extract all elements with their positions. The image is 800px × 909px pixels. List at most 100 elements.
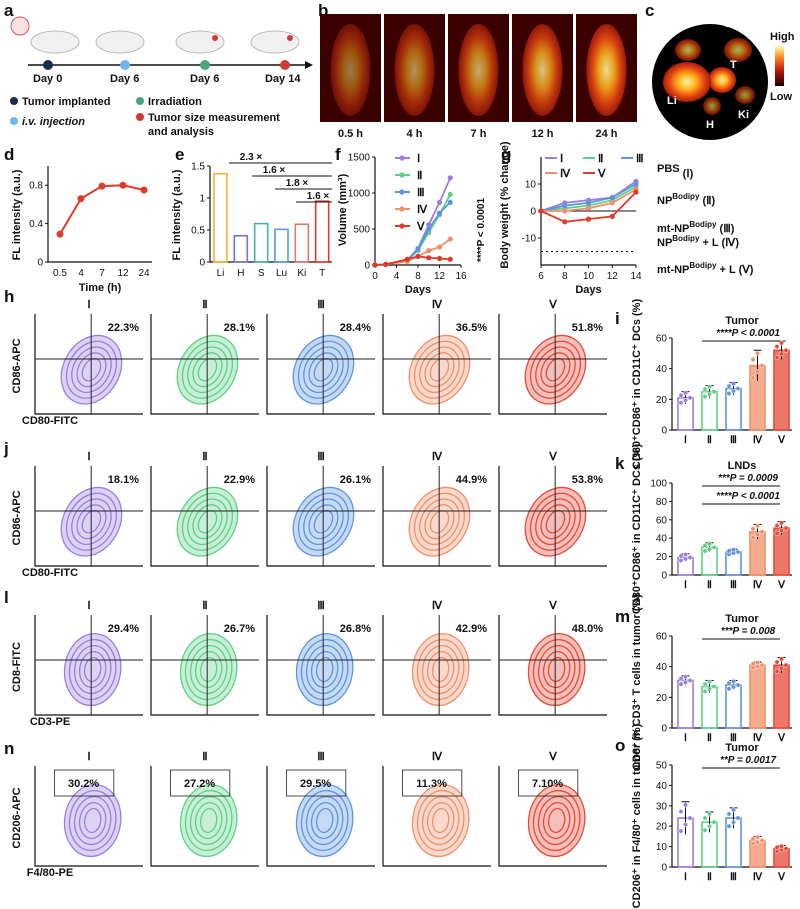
replicate-point	[735, 549, 741, 555]
density-contour	[424, 504, 455, 540]
chart-title: Tumor	[725, 315, 759, 327]
x-tick-label: 24	[138, 268, 150, 279]
density-contour	[71, 346, 112, 394]
density-contour	[542, 650, 571, 689]
replicate-point	[783, 662, 789, 668]
organ-label: Lu	[725, 18, 738, 30]
mouse-signal	[394, 24, 435, 116]
legend-label: Ⅳ	[417, 204, 428, 216]
data-point	[447, 175, 453, 181]
panel-letter: g	[501, 145, 511, 164]
data-point	[140, 186, 148, 194]
replicate-point	[683, 822, 688, 828]
legend-tumor-implanted: Tumor implanted	[22, 96, 110, 108]
p-value: ****P < 0.0001	[476, 198, 487, 262]
panel-letter: j	[3, 439, 9, 458]
panel-letter: i	[615, 309, 620, 328]
replicate-point	[678, 392, 684, 398]
bar	[677, 679, 694, 729]
plot-axes	[266, 766, 375, 867]
density-contour	[540, 504, 571, 540]
replicate-point	[783, 846, 789, 852]
replicate-point	[702, 386, 708, 392]
replicate-point	[755, 660, 760, 666]
density-contour	[192, 504, 223, 540]
chart-title: Tumor	[725, 742, 759, 754]
data-point	[585, 205, 592, 211]
group-label: Ⅱ	[202, 600, 207, 612]
y-axis-label: CD80⁺CD86⁺ in CD11C⁺ DCs (%)	[631, 444, 643, 615]
flow-row-h: h CD86-APC CD80-FITC Ⅰ 22.3% Ⅱ 28.1% Ⅲ 28.4% Ⅳ 36.…	[4, 287, 607, 427]
panel-letter: o	[615, 736, 625, 755]
y-tick-label: 0.5	[191, 226, 205, 237]
density-contour	[73, 795, 112, 846]
x-tick-label: Ⅴ	[777, 435, 786, 446]
legend-item: PBS (Ⅰ)	[657, 163, 694, 180]
density-contour	[305, 644, 344, 695]
x-tick-label: Ⅱ	[707, 580, 712, 591]
legend-item: mt-NPBodipy (Ⅲ)	[657, 220, 735, 235]
organ-label: H	[706, 119, 714, 131]
y-axis-label: CD80⁺CD86⁺ in CD11C⁺ DCs (%)	[631, 299, 643, 470]
density-contour	[416, 790, 465, 852]
panel-letter: k	[615, 454, 625, 473]
gate-box	[518, 769, 579, 797]
chart-o: o 0 10 20 30 40 50 CD206⁺ in F4/80⁺ cells in tu…	[615, 723, 792, 908]
density-contour	[199, 807, 218, 834]
density-contour	[297, 340, 350, 399]
density-contour	[73, 644, 112, 695]
mouse-row	[10, 16, 300, 54]
organ-liver	[663, 62, 711, 102]
replicate-point	[755, 834, 760, 840]
replicate-point	[731, 547, 736, 553]
x-tick-label: 12	[607, 271, 619, 282]
irradiation-dot	[200, 60, 210, 70]
replicate-point	[678, 553, 684, 559]
organ-label: T	[730, 59, 737, 71]
panel-letter: e	[175, 145, 184, 164]
density-contour	[295, 633, 354, 707]
density-contour	[181, 340, 234, 399]
plot-axes	[266, 615, 375, 716]
replicate-point	[726, 548, 732, 554]
gate-percentage: 44.9%	[456, 474, 487, 486]
group-label: Ⅰ	[87, 600, 90, 612]
replicate-point	[731, 819, 736, 825]
replicate-point	[774, 530, 780, 536]
x-tick-label: S	[258, 268, 265, 279]
time-label: 12 h	[531, 128, 553, 140]
gate-box	[54, 769, 115, 797]
density-contour	[431, 807, 450, 834]
flow-row-j: j CD86-APC CD80-FITC Ⅰ 18.1% Ⅱ 22.9% Ⅲ 26.1% Ⅳ 44.…	[3, 439, 607, 579]
fold-annotation: 1.6 ×	[307, 191, 330, 202]
y-tick-label: 500	[353, 225, 370, 236]
density-contour	[187, 346, 228, 394]
panel-letter: b	[318, 1, 328, 20]
density-contour	[411, 633, 470, 707]
legend-label: Ⅳ	[560, 168, 571, 180]
plot-axes	[150, 466, 259, 567]
replicate-point	[707, 686, 712, 692]
data-point	[436, 255, 443, 262]
x-tick-label: 8	[562, 271, 568, 282]
gate-percentage: 27.2%	[184, 778, 215, 790]
density-contour	[192, 352, 223, 388]
flow-plot: Ⅰ 22.3%	[34, 299, 143, 415]
density-contour	[194, 650, 223, 689]
x-tick-label: Ⅴ	[777, 872, 786, 883]
x-tick-label: Ⅳ	[753, 435, 763, 446]
density-contour	[419, 498, 460, 546]
legend-marker	[399, 172, 405, 178]
organ-label: S	[678, 16, 685, 28]
gate-percentage: 26.8%	[340, 623, 371, 635]
chart-g: g -10 0 10 6 8 10 12 14 Days Body weight (% change…	[499, 141, 644, 296]
density-contour	[426, 650, 455, 689]
x-tick-label: 10	[583, 271, 595, 282]
density-contour	[532, 790, 581, 852]
p-value: ***P = 0.008	[721, 626, 776, 637]
x-tick-label: 12	[117, 268, 129, 279]
gate-percentage: 26.7%	[224, 623, 255, 635]
scale-low: Low	[770, 91, 792, 103]
replicate-point	[683, 397, 688, 403]
panel-a: a Day 0 Day 6 Day 6 Day 14 Tumor implant…	[4, 1, 313, 138]
